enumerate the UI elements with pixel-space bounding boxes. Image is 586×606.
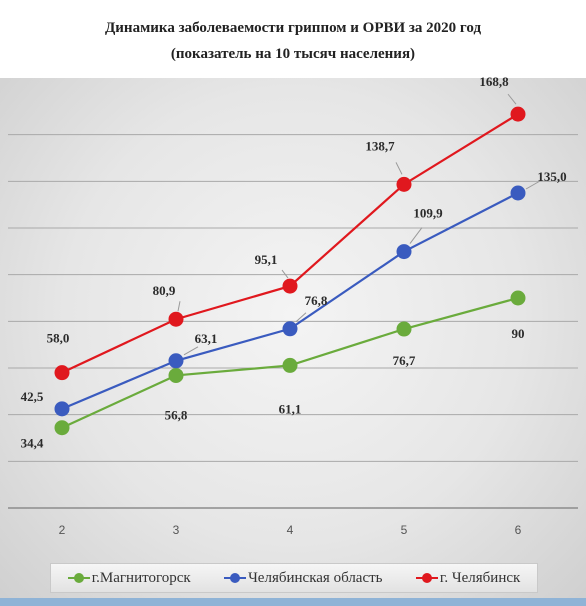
data-label-magnitogorsk: 76,7	[393, 353, 416, 368]
label-leader	[507, 93, 517, 105]
data-label-magnitogorsk: 56,8	[165, 407, 188, 422]
data-point-magnitogorsk	[54, 420, 70, 436]
series-line-chelyabinsk-oblast	[61, 192, 519, 410]
legend-item-magnitogorsk: г.Магнитогорск	[67, 569, 191, 587]
data-label-chelyabinsk: 138,7	[365, 138, 395, 153]
label-leader	[295, 312, 307, 323]
data-point-chelyabinsk-oblast	[510, 185, 526, 201]
label-leader	[525, 180, 541, 190]
legend-label-chelyabinsk-oblast: Челябинская область	[248, 569, 383, 586]
data-point-magnitogorsk	[396, 321, 412, 337]
data-point-chelyabinsk	[168, 311, 184, 327]
data-point-chelyabinsk-oblast	[282, 321, 298, 337]
bottom-bar	[0, 598, 586, 606]
data-point-chelyabinsk-oblast	[396, 244, 412, 260]
x-tick-label: 2	[59, 523, 66, 537]
data-label-chelyabinsk: 95,1	[255, 252, 278, 267]
x-tick-label: 5	[401, 523, 408, 537]
plot-area	[0, 78, 586, 606]
data-point-chelyabinsk-oblast	[168, 353, 184, 369]
data-point-magnitogorsk	[510, 290, 526, 306]
data-label-chelyabinsk-oblast: 109,9	[413, 206, 443, 221]
label-leader	[281, 269, 289, 279]
legend-swatch-chelyabinsk-oblast	[224, 572, 247, 584]
data-label-chelyabinsk-oblast: 42,5	[21, 389, 44, 404]
x-tick-label: 4	[287, 523, 294, 537]
chart-header: Динамика заболеваемости гриппом и ОРВИ з…	[0, 0, 586, 78]
data-label-chelyabinsk: 80,9	[153, 283, 176, 298]
data-point-chelyabinsk	[396, 176, 412, 192]
data-point-chelyabinsk	[282, 278, 298, 294]
data-point-magnitogorsk	[282, 357, 298, 373]
legend-item-chelyabinsk-oblast: Челябинская область	[224, 569, 383, 587]
legend: г.Магнитогорск Челябинская область г. Че…	[50, 563, 538, 593]
data-label-magnitogorsk: 61,1	[279, 401, 302, 416]
chart-subtitle: (показатель на 10 тысяч населения)	[170, 46, 416, 62]
legend-swatch-chelyabinsk	[415, 572, 438, 584]
x-tick-label: 6	[515, 523, 522, 537]
legend-swatch-magnitogorsk	[67, 572, 90, 584]
data-point-chelyabinsk	[54, 365, 70, 381]
chart-title: Динамика заболеваемости гриппом и ОРВИ з…	[104, 20, 482, 36]
legend-label-magnitogorsk: г.Магнитогорск	[91, 569, 191, 586]
data-point-chelyabinsk	[510, 106, 526, 122]
label-leader	[177, 301, 181, 312]
x-tick-label: 3	[173, 523, 180, 537]
data-label-magnitogorsk: 34,4	[21, 436, 44, 451]
data-label-chelyabinsk: 168,8	[479, 74, 509, 89]
data-label-chelyabinsk: 58,0	[47, 331, 70, 346]
data-point-magnitogorsk	[168, 367, 184, 383]
legend-label-chelyabinsk: г. Челябинск	[439, 569, 521, 586]
data-point-chelyabinsk-oblast	[54, 401, 70, 417]
legend-item-chelyabinsk: г. Челябинск	[415, 569, 521, 587]
data-label-magnitogorsk: 90	[512, 326, 525, 341]
label-leader	[395, 162, 403, 175]
data-label-chelyabinsk-oblast: 63,1	[195, 331, 218, 346]
data-label-chelyabinsk-oblast: 76,8	[305, 293, 328, 308]
label-leader	[409, 227, 423, 244]
label-leader	[183, 346, 199, 356]
data-label-chelyabinsk-oblast: 135,0	[537, 169, 566, 184]
